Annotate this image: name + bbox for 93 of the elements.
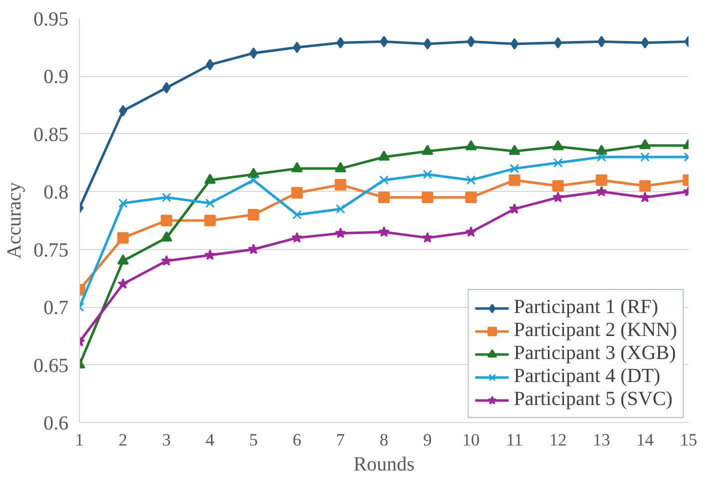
point — [640, 152, 650, 162]
point — [117, 254, 129, 265]
point — [336, 204, 346, 214]
point — [249, 47, 258, 59]
point — [423, 38, 432, 50]
point — [205, 198, 215, 208]
point — [422, 170, 432, 179]
point — [204, 174, 216, 184]
point — [248, 168, 260, 178]
point — [639, 192, 651, 202]
point — [639, 138, 651, 150]
y-tick-label: 0.9 — [44, 66, 68, 88]
point — [465, 226, 477, 237]
point — [553, 158, 563, 168]
point — [422, 144, 434, 155]
point — [118, 105, 128, 117]
point — [206, 58, 214, 70]
y-tick-label: 0.95 — [34, 8, 68, 30]
x-tick-label: 13 — [592, 430, 610, 450]
point — [204, 249, 216, 260]
point — [380, 36, 388, 48]
point — [334, 162, 346, 172]
y-tick-label: 0.8 — [44, 182, 68, 204]
point — [292, 210, 302, 220]
x-tick-label: 8 — [380, 430, 388, 450]
point — [596, 186, 608, 196]
legend-label: Participant 1 (RF) — [514, 296, 658, 319]
point — [117, 278, 129, 289]
point — [552, 180, 564, 192]
legend-label: Participant 3 (XGB) — [514, 342, 676, 365]
point — [552, 192, 564, 202]
point — [422, 192, 434, 204]
point — [248, 208, 260, 220]
y-tick-label: 0.85 — [34, 124, 68, 146]
legend-label: Participant 4 (DT) — [514, 365, 660, 388]
point — [465, 192, 477, 204]
y-tick-label: 0.7 — [44, 297, 68, 320]
y-tick-label: 0.75 — [34, 239, 68, 262]
point — [554, 36, 562, 48]
x-axis-title: Rounds — [353, 454, 415, 476]
point — [378, 226, 390, 237]
point — [597, 36, 606, 48]
x-tick-label: 6 — [292, 430, 302, 450]
x-tick-label: 5 — [249, 430, 258, 450]
point — [379, 175, 389, 185]
point — [336, 36, 345, 48]
y-axis-title: Accuracy — [4, 182, 26, 259]
point — [162, 192, 172, 202]
point — [160, 231, 172, 242]
point — [160, 255, 172, 266]
point — [248, 175, 258, 185]
point — [292, 42, 302, 54]
point — [291, 187, 303, 199]
point — [291, 162, 303, 172]
point — [334, 178, 346, 190]
point — [508, 144, 520, 155]
x-tick-label: 1 — [75, 430, 84, 450]
point — [378, 150, 390, 161]
point — [596, 152, 606, 162]
point — [204, 214, 216, 226]
x-tick-label: 15 — [680, 430, 698, 450]
point — [378, 192, 390, 204]
legend-label: Participant 5 (SVC) — [514, 388, 673, 411]
x-tick-label: 3 — [162, 430, 171, 450]
y-tick-label: 0.6 — [44, 412, 68, 434]
x-tick-label: 10 — [462, 430, 480, 450]
point — [466, 175, 476, 185]
x-tick-label: 2 — [118, 430, 128, 450]
x-tick-label: 9 — [423, 430, 432, 450]
point — [117, 232, 129, 244]
point — [466, 36, 476, 48]
point — [552, 140, 564, 150]
point — [422, 232, 434, 243]
point — [510, 38, 519, 50]
point — [465, 140, 477, 150]
x-tick-label: 14 — [636, 430, 654, 450]
x-tick-label: 11 — [506, 430, 523, 450]
x-tick-label: 4 — [206, 430, 215, 450]
point — [596, 174, 608, 186]
point — [162, 82, 171, 94]
point — [291, 232, 303, 243]
y-tick-label: 0.65 — [34, 354, 68, 377]
point — [640, 36, 650, 48]
x-tick-label: 7 — [336, 430, 346, 450]
point — [508, 174, 520, 186]
point — [160, 214, 172, 226]
x-tick-label: 12 — [549, 430, 567, 450]
point — [639, 180, 651, 192]
point — [508, 203, 520, 214]
point — [118, 198, 128, 208]
legend-label: Participant 2 (KNN) — [514, 319, 677, 342]
point — [334, 227, 346, 238]
point — [510, 164, 520, 174]
